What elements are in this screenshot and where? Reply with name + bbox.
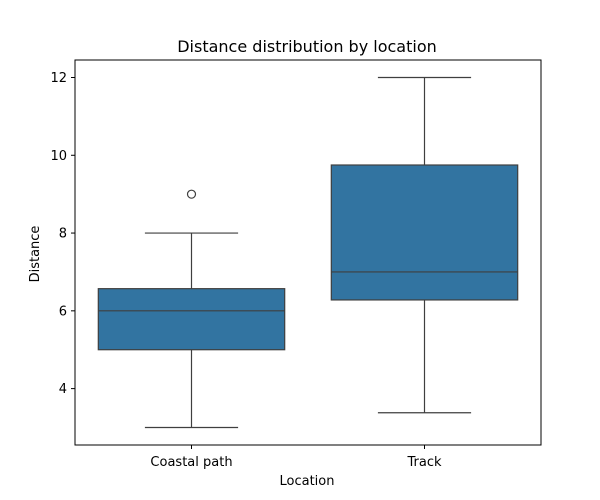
y-axis-label: Distance: [28, 226, 43, 283]
y-tick-label: 4: [59, 382, 67, 397]
y-tick-label: 12: [50, 71, 67, 86]
y-tick-label: 6: [59, 304, 67, 319]
box-group-1: [330, 76, 519, 414]
x-axis-label: Location: [280, 474, 335, 489]
plot-marks: [97, 76, 519, 429]
y-tick-label: 8: [59, 227, 67, 242]
x-tick-label: Coastal path: [150, 455, 232, 470]
x-tick-label: Track: [406, 455, 441, 470]
outlier-point: [186, 189, 197, 199]
chart-title: Distance distribution by location: [177, 37, 437, 56]
y-tick-label: 10: [50, 149, 67, 164]
x-axis: Coastal path Track: [150, 445, 442, 470]
box-iqr: [330, 164, 519, 301]
box-group-0: [97, 189, 286, 429]
plot-frame: [74, 59, 542, 446]
box-iqr: [97, 288, 286, 351]
y-axis: 4 6 8 10 12: [50, 71, 75, 397]
